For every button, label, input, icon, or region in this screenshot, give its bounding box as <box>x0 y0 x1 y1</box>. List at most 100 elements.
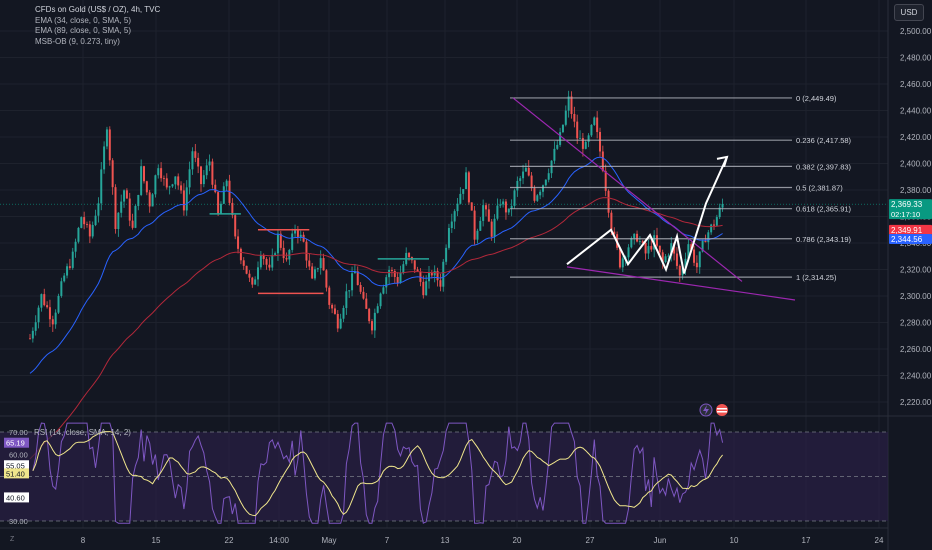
candle-body <box>473 210 476 240</box>
candle-body <box>31 330 34 339</box>
candle-body <box>718 207 721 218</box>
candle-body <box>77 227 80 242</box>
candle-body <box>248 273 251 278</box>
candle-body <box>490 221 493 237</box>
candle-body <box>456 203 459 212</box>
ema34-legend[interactable]: EMA (34, close, 0, SMA, 5) <box>35 15 132 25</box>
candle-body <box>408 252 411 258</box>
candle-body <box>393 270 396 277</box>
candle-body <box>100 169 103 204</box>
lightning-glyph-icon <box>703 405 709 415</box>
candle-body <box>650 246 653 250</box>
candle-body <box>579 138 582 139</box>
time-tick-label: 13 <box>441 536 450 545</box>
time-tick-label: 10 <box>730 536 739 545</box>
candle-body <box>51 319 54 325</box>
candle-body <box>661 252 664 262</box>
candle-body <box>322 258 325 271</box>
msb-legend[interactable]: MSB-OB (9, 0.273, tiny) <box>35 36 120 46</box>
time-tick-label: Jun <box>654 536 667 545</box>
time-tick-label: 20 <box>513 536 522 545</box>
candle-body <box>581 138 584 149</box>
candle-body <box>371 321 373 331</box>
price-label-value: 2,369.33 <box>891 200 923 209</box>
candle-body <box>690 244 693 250</box>
drawings[interactable] <box>209 97 796 301</box>
candle-body <box>445 247 448 262</box>
candle-body <box>365 298 368 309</box>
candle-body <box>601 151 604 171</box>
triangle-lower-line <box>566 266 796 301</box>
zoom-reset-button[interactable]: Z <box>10 536 15 543</box>
candle-body <box>684 258 687 268</box>
candle-body <box>507 208 510 213</box>
candle-body <box>34 322 37 331</box>
candle-body <box>376 306 379 313</box>
candle-body <box>573 113 576 122</box>
price-tick-label: 2,480.00 <box>900 54 932 63</box>
candle-body <box>151 194 154 207</box>
candle-body <box>191 151 194 170</box>
candle-body <box>599 132 601 152</box>
candle-body <box>274 253 277 255</box>
candle-body <box>470 202 473 211</box>
candle-body <box>342 307 345 319</box>
rsi-value-box <box>4 468 29 479</box>
rsi-legend[interactable]: RSI (14, close, SMA, 14, 2) <box>34 428 131 437</box>
candle-body <box>510 205 513 209</box>
candle-body <box>693 249 696 263</box>
candle-body <box>302 234 305 242</box>
candle-body <box>402 264 405 273</box>
projection-arrowhead <box>716 155 729 168</box>
price-tick-label: 2,420.00 <box>900 133 932 142</box>
price-axis[interactable]: 2,500.00 2,480.00 2,460.00 2,440.00 2,420.00… <box>889 27 932 407</box>
candle-body <box>667 255 670 257</box>
candle-body <box>108 129 111 161</box>
candle-body <box>636 233 639 242</box>
price-tick-label: 2,260.00 <box>900 345 932 354</box>
time-axis[interactable]: 8 15 22 14:00 May 7 13 20 27 Jun 10 17 24 <box>81 536 884 545</box>
candle-body <box>299 234 302 237</box>
time-tick-label: 24 <box>875 536 884 545</box>
candle-body <box>499 204 502 206</box>
candle-body <box>125 190 128 199</box>
candle-body <box>633 233 636 239</box>
candle-body <box>430 272 433 276</box>
candle-body <box>388 269 391 278</box>
chart-title[interactable]: CFDs on Gold (US$ / OZ), 4h, TVC <box>35 5 161 14</box>
candle-body <box>162 178 165 179</box>
ema34-line <box>29 156 723 374</box>
candle-body <box>285 258 288 260</box>
time-tick-label: 15 <box>152 536 161 545</box>
ema89-legend[interactable]: EMA (89, close, 0, SMA, 5) <box>35 26 132 35</box>
candle-body <box>675 253 678 266</box>
candle-body <box>180 185 183 191</box>
candle-body <box>596 117 599 133</box>
price-tick-label: 2,240.00 <box>900 372 932 381</box>
candle-body <box>544 179 547 186</box>
candle-body <box>242 260 245 266</box>
candle-body <box>140 166 143 195</box>
rsi-pane[interactable]: 70.0060.0055.0551.4040.6030.0065.1955.05… <box>0 422 888 526</box>
candle-body <box>80 217 83 228</box>
event-icons <box>699 403 728 417</box>
candle-body <box>618 247 621 268</box>
candle-body <box>325 270 328 288</box>
candle-body <box>88 224 91 237</box>
candle-body <box>48 307 51 320</box>
candle-body <box>465 172 468 190</box>
candle-body <box>86 224 88 225</box>
time-tick-label: May <box>321 536 336 545</box>
candle-body <box>564 110 567 125</box>
candle-body <box>268 264 271 268</box>
countdown-label: 02:17:10 <box>891 210 920 219</box>
candle-body <box>259 255 262 268</box>
candle-body <box>211 161 214 185</box>
candle-body <box>219 203 222 215</box>
candle-body <box>319 258 322 269</box>
time-tick-label: 22 <box>225 536 234 545</box>
candle-body <box>453 211 456 222</box>
candle-body <box>262 255 265 259</box>
currency-button[interactable]: USD <box>894 4 924 21</box>
